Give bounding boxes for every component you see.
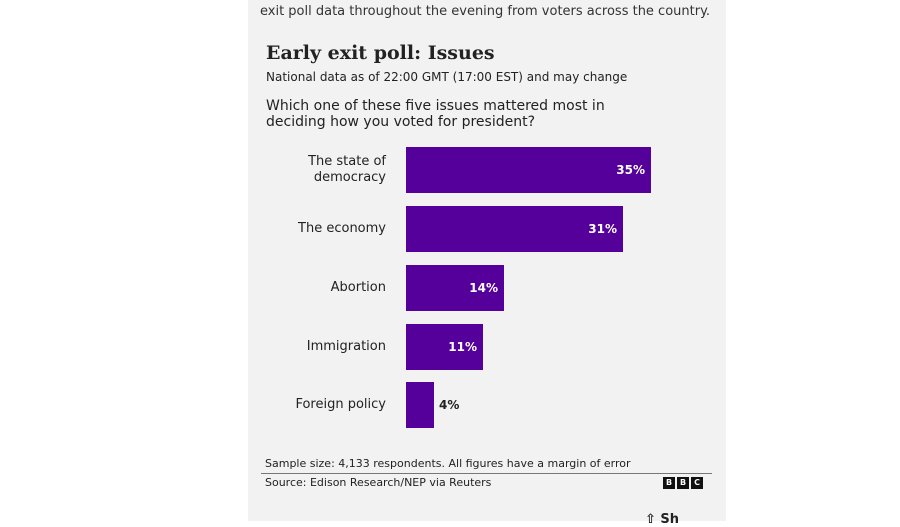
bar	[406, 206, 623, 252]
sample-note: Sample size: 4,133 respondents. All figu…	[265, 457, 631, 470]
data-label: 31%	[588, 222, 617, 236]
data-label: 11%	[448, 340, 477, 354]
divider	[261, 473, 712, 474]
data-label: 14%	[469, 281, 498, 295]
category-label: Immigration	[306, 339, 386, 354]
chart-subtitle: National data as of 22:00 GMT (17:00 EST…	[266, 70, 628, 84]
bar	[406, 324, 483, 370]
bar	[406, 147, 651, 193]
category-label: Abortion	[330, 280, 386, 295]
article-panel	[248, 0, 726, 521]
data-label: 4%	[439, 398, 460, 412]
share-button[interactable]: ⇧ Sh	[645, 512, 680, 527]
category-label: The economy	[298, 221, 386, 236]
bar	[406, 265, 504, 311]
bar	[406, 382, 434, 428]
source-note: Source: Edison Research/NEP via Reuters	[265, 476, 492, 489]
intro-text: exit poll data throughout the evening fr…	[260, 4, 711, 19]
chart-question: Which one of these five issues mattered …	[266, 98, 605, 130]
category-label: The state of democracy	[308, 154, 386, 185]
category-label: Foreign policy	[295, 397, 386, 412]
data-label: 35%	[616, 163, 645, 177]
chart-title: Early exit poll: Issues	[266, 42, 495, 64]
